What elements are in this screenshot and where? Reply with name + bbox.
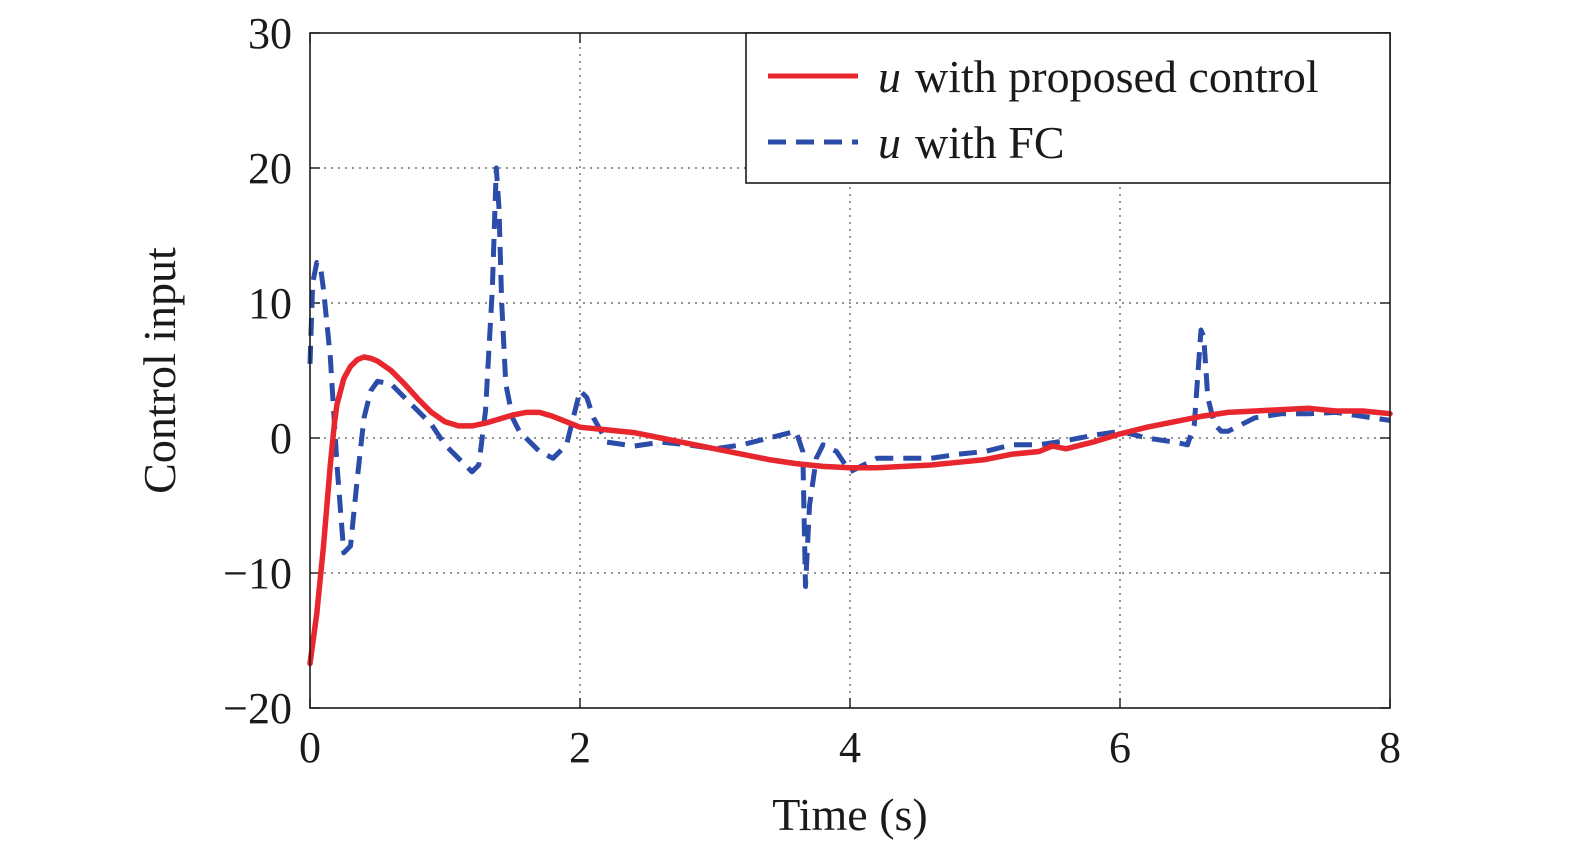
- y-tick-label: −10: [223, 549, 292, 598]
- x-tick-label: 0: [299, 723, 321, 772]
- x-axis-label: Time (s): [772, 789, 928, 840]
- legend-entry-proposed: u with proposed control: [878, 51, 1319, 102]
- legend-entry-fc: u with FC: [878, 117, 1065, 168]
- x-tick-label: 6: [1109, 723, 1131, 772]
- legend-entry-fc-var: u: [878, 117, 901, 168]
- y-tick-labels: −20 −10 0 10 20 30: [223, 9, 292, 733]
- y-tick-label: 10: [248, 279, 292, 328]
- y-tick-label: 20: [248, 144, 292, 193]
- x-tick-label: 8: [1379, 723, 1401, 772]
- series-line-proposed: [307, 354, 1393, 667]
- y-tick-label: −20: [223, 684, 292, 733]
- legend-box: [745, 32, 1391, 184]
- series-layer: [307, 165, 1393, 667]
- x-tick-labels: 0 2 4 6 8: [299, 723, 1401, 772]
- x-tick-label: 4: [839, 723, 861, 772]
- x-tick-label: 2: [569, 723, 591, 772]
- y-axis-label: Control input: [134, 247, 185, 494]
- y-tick-label: 0: [270, 414, 292, 463]
- legend-entry-fc-label: with FC: [915, 117, 1065, 168]
- series-line-fc: [307, 165, 1391, 589]
- legend-entry-proposed-label: with proposed control: [915, 51, 1319, 102]
- legend-entry-proposed-var: u: [878, 51, 901, 102]
- legend: u with proposed control u with FC: [745, 32, 1391, 184]
- y-tick-label: 30: [248, 9, 292, 58]
